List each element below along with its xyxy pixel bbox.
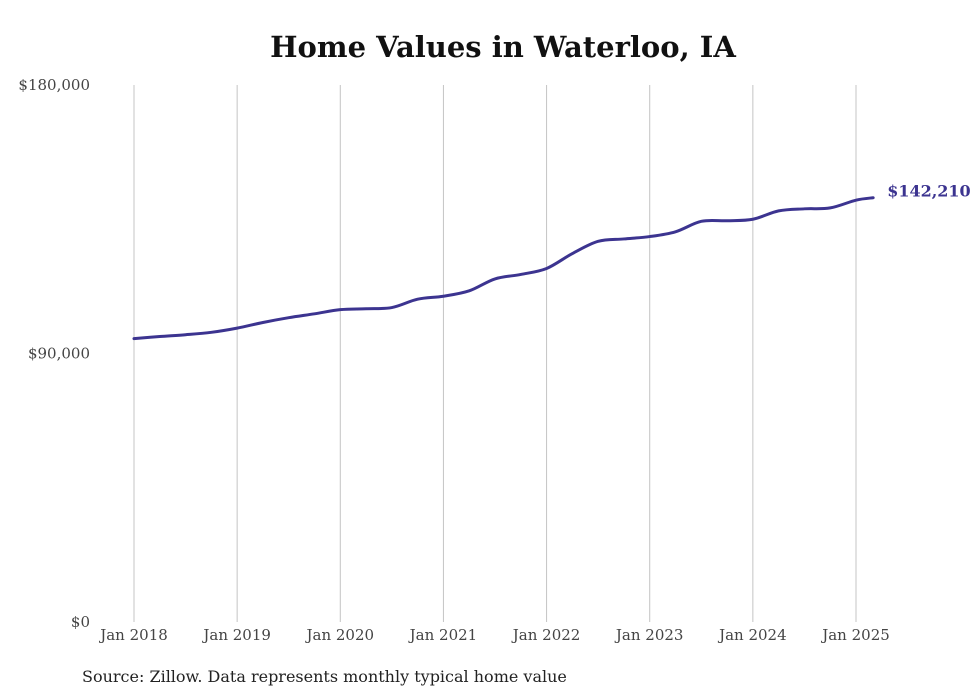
- x-axis-ticks: Jan 2018 Jan 2019 Jan 2020 Jan 2021 Jan 2022…: [98, 626, 890, 644]
- x-tick-label: Jan 2024: [717, 626, 787, 644]
- series-line: [132, 196, 875, 341]
- source-note: Source: Zillow. Data represents monthly …: [82, 667, 567, 686]
- x-tick-label: Jan 2019: [201, 626, 271, 644]
- x-tick-label: Jan 2021: [408, 626, 478, 644]
- y-tick-label: $180,000: [18, 76, 90, 94]
- annotation-layer: $142,210: [887, 182, 971, 201]
- grid-lines: [133, 85, 857, 622]
- y-axis-ticks: $0 $90,000 $180,000: [18, 76, 90, 631]
- x-tick-label: Jan 2020: [305, 626, 375, 644]
- y-tick-label: $90,000: [28, 345, 90, 363]
- x-tick-label: Jan 2025: [820, 626, 890, 644]
- chart-title: Home Values in Waterloo, IA: [270, 30, 736, 64]
- x-tick-label: Jan 2022: [511, 626, 581, 644]
- x-tick-label: Jan 2018: [98, 626, 168, 644]
- series-layer: [132, 196, 875, 341]
- y-tick-label: $0: [71, 613, 90, 631]
- end-value-label: $142,210: [887, 182, 971, 201]
- x-tick-label: Jan 2023: [614, 626, 684, 644]
